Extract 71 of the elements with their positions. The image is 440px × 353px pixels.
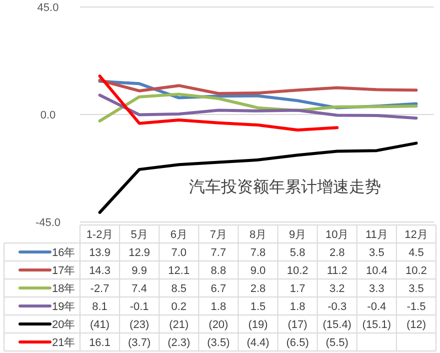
y-tick-label: 45.0 <box>37 2 59 14</box>
y-tick-label: -45.0 <box>35 217 61 229</box>
x-tick-label: 11月 <box>365 229 388 241</box>
data-label: 1.5 <box>250 301 266 313</box>
data-label: -1.5 <box>406 301 426 313</box>
data-label: (17) <box>288 319 308 331</box>
data-label: 1.7 <box>290 283 306 295</box>
data-label: 7.8 <box>250 247 266 259</box>
data-label: 12.1 <box>168 265 190 277</box>
x-tick-label: 6月 <box>170 229 188 241</box>
data-label: 9.9 <box>132 265 147 277</box>
data-label: -0.1 <box>130 301 149 313</box>
data-label: 3.5 <box>369 247 384 259</box>
data-label: 8.5 <box>171 283 187 295</box>
data-label: 12.9 <box>128 247 150 259</box>
data-label: (41) <box>90 319 110 331</box>
data-label: (21) <box>169 319 189 331</box>
data-label: 6.7 <box>210 283 226 295</box>
data-label: 5.8 <box>290 247 306 259</box>
data-label: (6.5) <box>286 337 309 349</box>
text: 汽车投资额年累计增速走势 <box>189 178 381 196</box>
data-label: 8.1 <box>92 301 108 313</box>
data-label: 7.4 <box>132 283 147 295</box>
y-tick-label: 0.0 <box>40 110 56 122</box>
data-label: 7.7 <box>210 247 226 259</box>
data-label: 10.2 <box>286 265 308 277</box>
data-label: 8.8 <box>210 265 226 277</box>
data-label: (4.4) <box>246 337 270 349</box>
data-label: 1.8 <box>210 301 226 313</box>
data-label: 10.4 <box>366 265 388 277</box>
legend-label: 19年 <box>52 301 76 313</box>
data-label: 14.3 <box>89 265 110 277</box>
data-label: 3.3 <box>369 283 384 295</box>
data-label: 13.9 <box>89 247 110 259</box>
data-label: (19) <box>248 319 268 331</box>
data-label: 4.5 <box>408 247 424 259</box>
legend-label: 18年 <box>52 283 76 295</box>
data-label: 7.0 <box>171 247 187 259</box>
data-label: 11.2 <box>326 265 348 277</box>
data-label: (15.4) <box>322 319 352 331</box>
x-tick-label: 7月 <box>210 229 228 241</box>
data-label: 3.5 <box>408 283 424 295</box>
data-label: -0.4 <box>367 301 386 313</box>
data-label: 3.2 <box>329 283 345 295</box>
legend-label: 16年 <box>52 247 76 259</box>
data-label: -0.3 <box>328 301 347 313</box>
data-label: 16.1 <box>89 337 110 349</box>
data-label: 1.8 <box>290 301 306 313</box>
data-label: (3.7) <box>128 337 151 349</box>
legend-label: 20年 <box>52 319 76 331</box>
x-tick-label: 10月 <box>325 229 349 241</box>
data-label: (5.5) <box>326 337 348 349</box>
legend-label: 21年 <box>52 337 76 349</box>
data-label: 0.2 <box>171 301 187 313</box>
x-tick-label: 5月 <box>130 229 148 241</box>
legend-label: 17年 <box>52 265 76 277</box>
data-label: (20) <box>208 319 228 331</box>
data-label: 9.0 <box>250 265 266 277</box>
x-tick-label: 8月 <box>249 229 267 241</box>
data-label: 10.2 <box>406 265 427 277</box>
x-tick-label: 9月 <box>288 229 306 241</box>
data-label: 2.8 <box>329 247 345 259</box>
data-label: (23) <box>130 319 150 331</box>
data-label: 2.8 <box>250 283 266 295</box>
data-label: (12) <box>406 319 426 331</box>
data-label: (2.3) <box>168 337 190 349</box>
x-tick-label: 12月 <box>404 229 428 241</box>
data-label: (15.1) <box>362 319 392 331</box>
data-label: (3.5) <box>207 337 230 349</box>
x-tick-label: 1-2月 <box>86 229 114 241</box>
data-label: -2.7 <box>90 283 110 295</box>
